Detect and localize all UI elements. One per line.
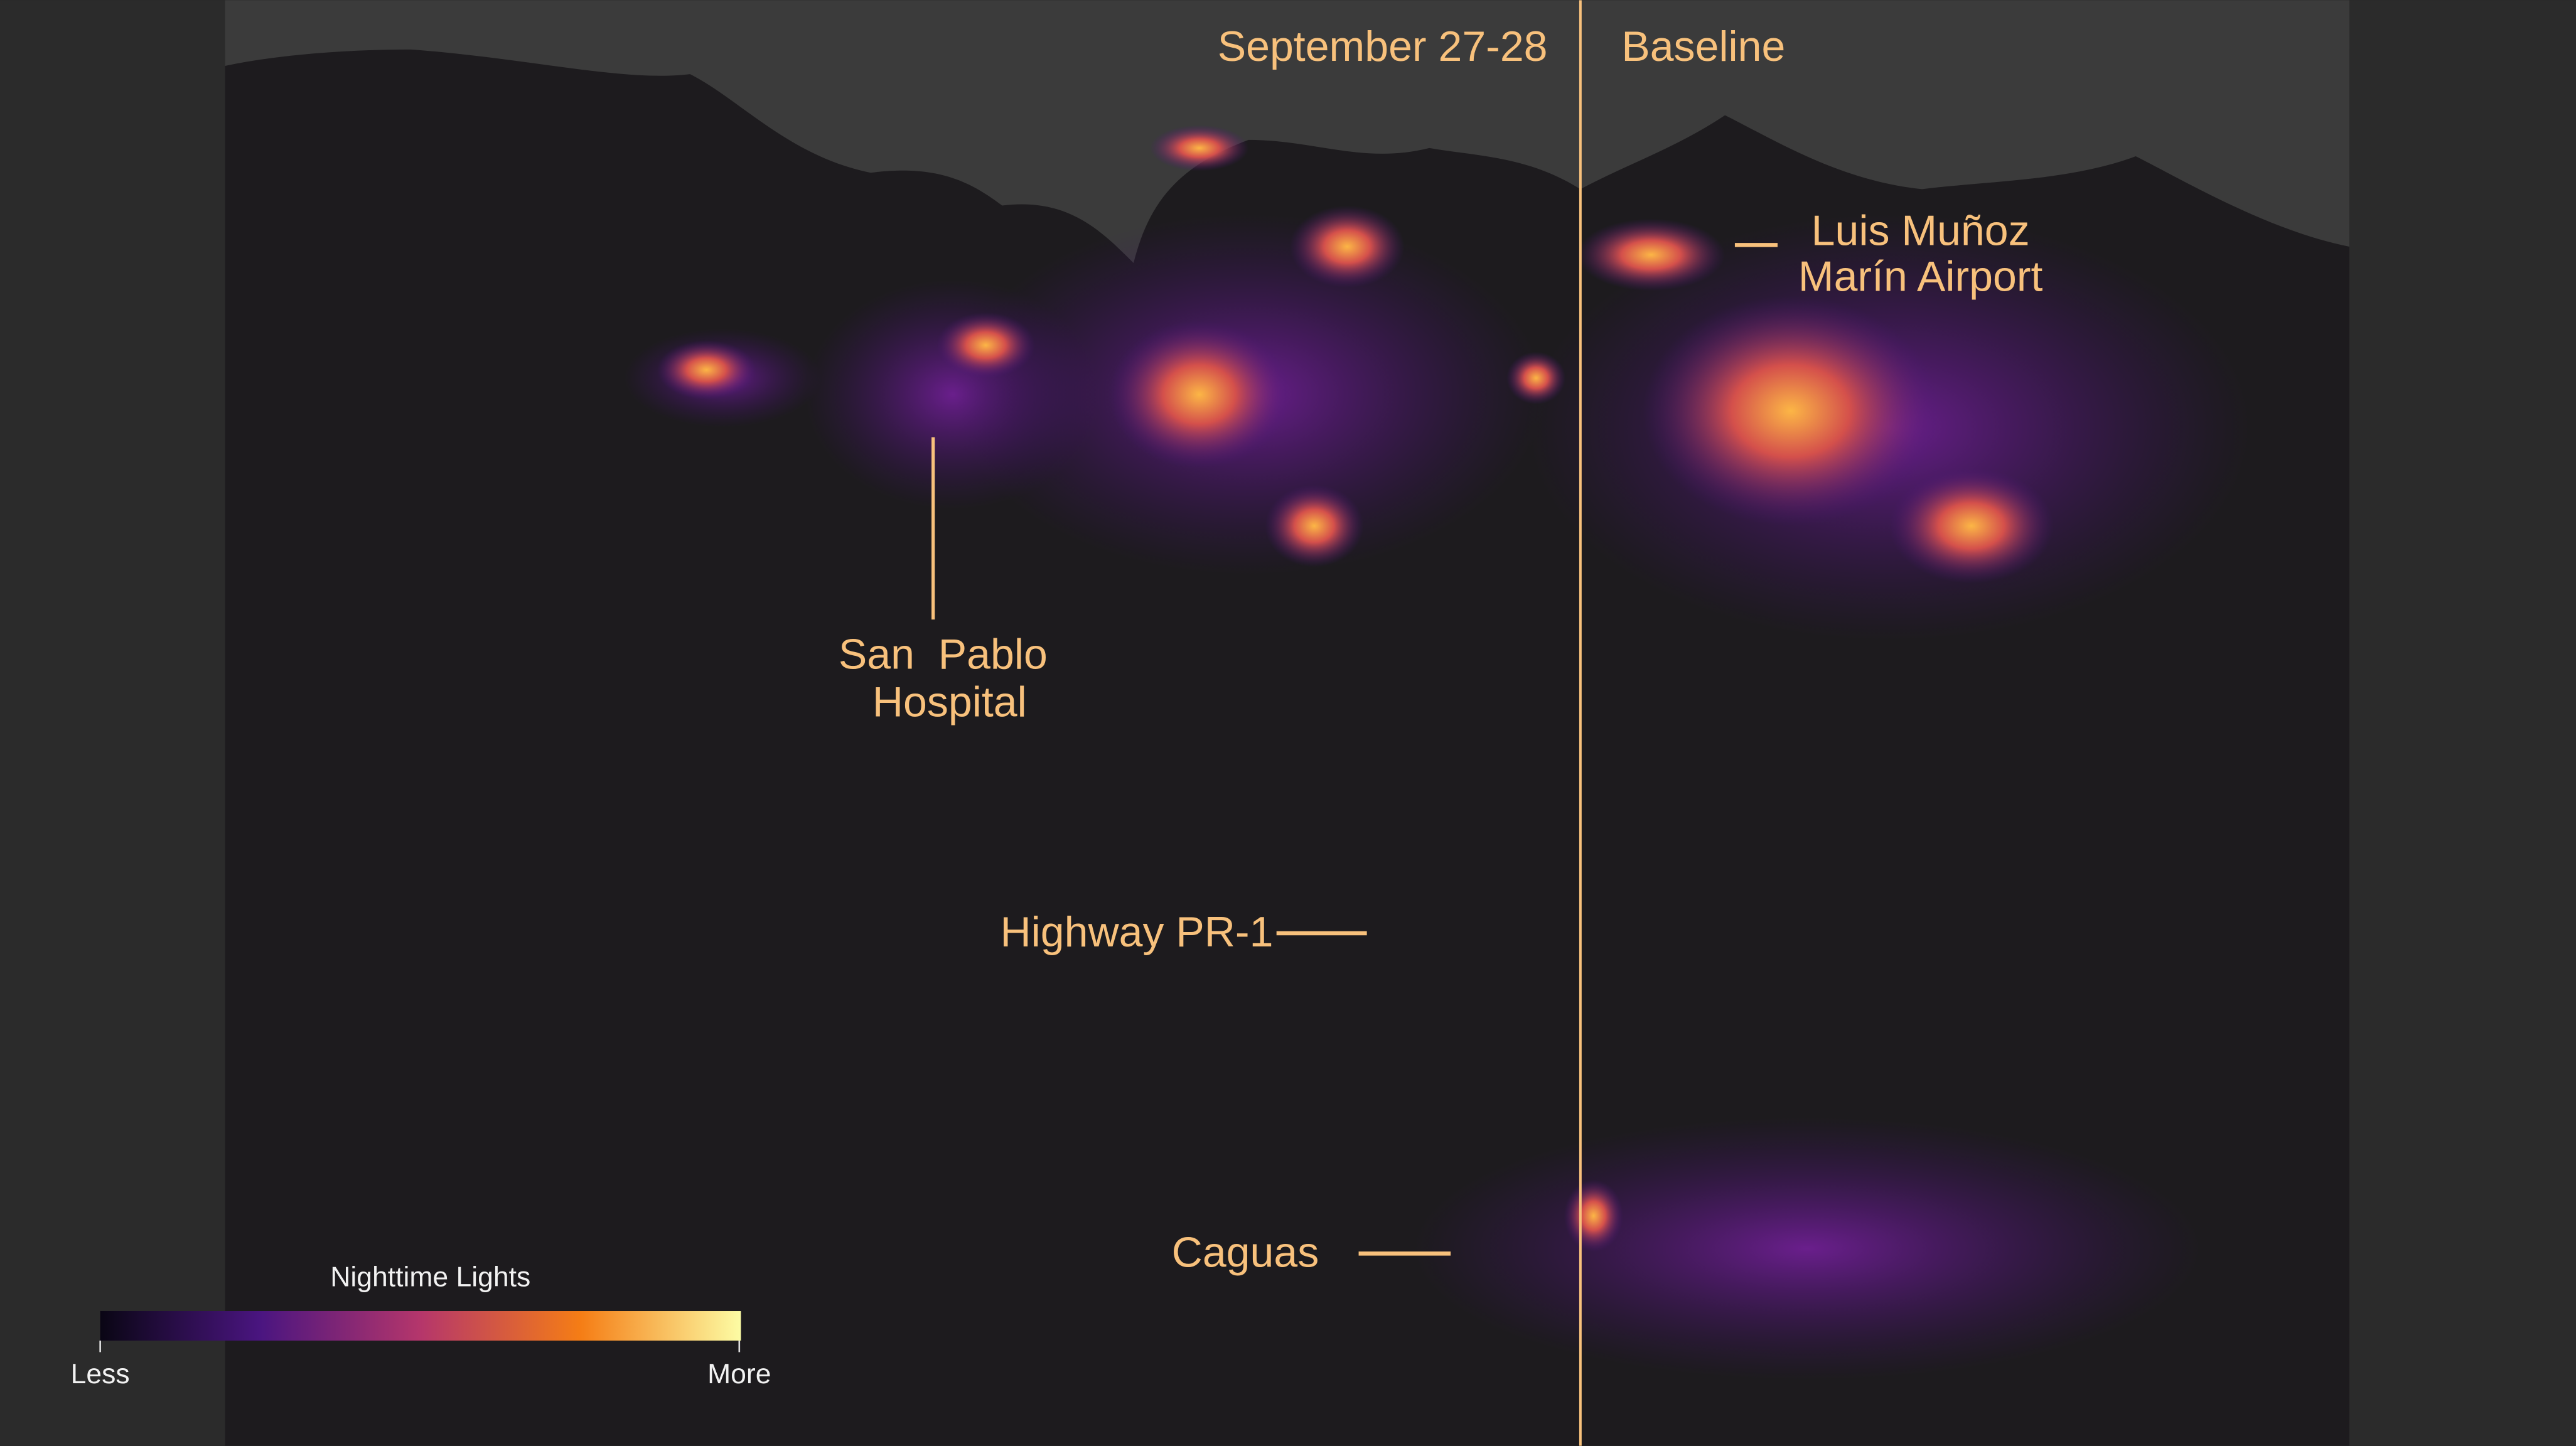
annotation: Hospital bbox=[872, 678, 1027, 726]
legend-label: Less bbox=[71, 1359, 130, 1390]
lights bbox=[624, 125, 2251, 1380]
annotation: Highway PR-1 bbox=[1001, 908, 1274, 956]
legend-title: Nighttime Lights bbox=[330, 1262, 530, 1293]
annotation: Marín Airport bbox=[1798, 253, 2043, 301]
annotation: Luis Muñoz bbox=[1811, 206, 2030, 254]
color-bar bbox=[100, 1311, 741, 1341]
sea bbox=[225, 0, 2349, 264]
panel-label: September 27-28 bbox=[1218, 23, 1548, 70]
panel-label: Baseline bbox=[1621, 23, 1785, 70]
legend-label: More bbox=[707, 1359, 771, 1390]
legend: Nighttime Lights Less More bbox=[71, 1262, 771, 1390]
annotation: San Pablo bbox=[839, 631, 1048, 678]
annotation: Caguas bbox=[1172, 1228, 1319, 1276]
